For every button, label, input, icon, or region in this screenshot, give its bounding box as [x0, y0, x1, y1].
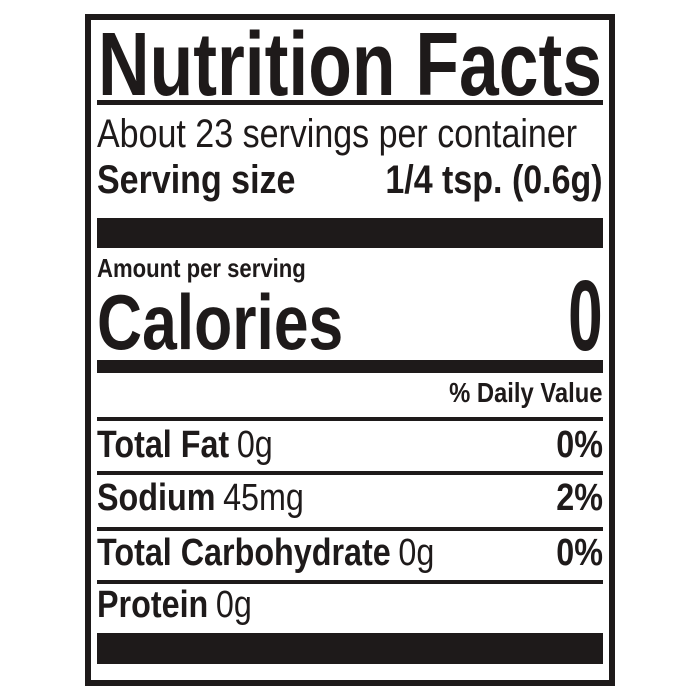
title-graphic: Nutrition Facts: [98, 23, 602, 100]
amount-per-serving-text: Amount per serving: [97, 253, 306, 283]
nutrition-facts-title: Nutrition Facts: [98, 23, 602, 100]
thick-divider-bar: [97, 218, 603, 248]
bottom-thick-bar: [97, 633, 603, 664]
nutrient-row-total-fat: Total Fat 0g 0%: [97, 426, 603, 464]
row-divider: [97, 527, 603, 531]
nutrient-amount: 0g: [236, 424, 273, 466]
serving-size-row: Serving size 1/4 tsp. (0.6g): [97, 160, 603, 200]
nutrient-name: Sodium: [97, 477, 216, 519]
nutrient-amount: 0g: [215, 584, 252, 626]
servings-per-container-text: About 23 servings per container: [97, 112, 578, 156]
nutrient-name: Protein: [97, 584, 209, 626]
serving-size-label: Serving size: [97, 158, 296, 202]
nutrient-name: Total Carbohydrate: [97, 532, 391, 574]
nutrient-name: Total Fat: [97, 424, 230, 466]
servings-per-container: About 23 servings per container: [97, 114, 662, 154]
amount-per-serving: Amount per serving: [97, 255, 343, 281]
nutrition-facts-label: Nutrition Facts About 23 servings per co…: [85, 14, 615, 686]
calories-value: 0: [568, 260, 603, 372]
calories-divider-bar: [97, 360, 603, 373]
nutrient-amount: 45mg: [223, 477, 304, 519]
row-divider: [97, 580, 603, 584]
row-divider: [97, 417, 603, 421]
nutrient-row-protein: Protein 0g: [97, 586, 603, 624]
daily-value-header-text: % Daily Value: [449, 377, 603, 408]
serving-size-value: 1/4 tsp. (0.6g): [385, 158, 603, 202]
row-divider: [97, 471, 603, 475]
daily-value-header: % Daily Value: [422, 379, 603, 407]
calories-label: Calories: [97, 278, 344, 366]
nutrient-row-total-carbohydrate: Total Carbohydrate 0g 0%: [97, 534, 603, 572]
nutrient-daily-value: 2%: [556, 477, 603, 519]
title-divider: [97, 100, 603, 105]
nutrient-amount: 0g: [398, 532, 435, 574]
nutrient-daily-value: 0%: [556, 424, 603, 466]
nutrient-daily-value: 0%: [556, 532, 603, 574]
nutrient-row-sodium: Sodium 45mg 2%: [97, 479, 603, 517]
